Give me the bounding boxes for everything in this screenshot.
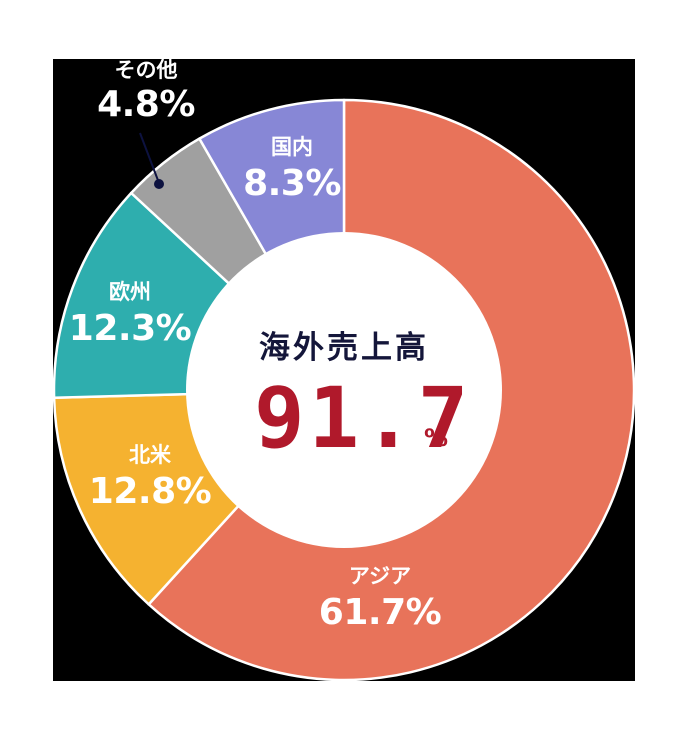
leader-line [139, 132, 160, 184]
label-asia: アジア 61.7% [318, 564, 442, 633]
label-north-america-name: 北米 [129, 443, 171, 467]
label-domestic: 国内 8.3% [243, 137, 341, 202]
label-domestic-pct: 8.3% [243, 163, 341, 204]
donut-hole [186, 232, 502, 548]
label-other-name: その他 [114, 58, 178, 82]
center-unit: % [424, 424, 449, 452]
donut-segments [52, 98, 636, 682]
label-north-america-pct: 12.8% [88, 471, 212, 512]
center-title: 海外売上高 [259, 330, 429, 366]
label-europe-pct: 12.3% [68, 308, 192, 349]
label-domestic-name: 国内 [271, 135, 313, 159]
label-asia-name: アジア [348, 564, 412, 588]
label-other-pct: 4.8% [97, 84, 195, 125]
label-europe-name: 欧州 [109, 280, 151, 304]
label-other: その他 4.8% [97, 60, 195, 123]
label-north-america: 北米 12.8% [88, 443, 212, 512]
leader-dot [154, 179, 164, 189]
center-value: 91.7 [254, 369, 473, 467]
label-europe: 欧州 12.3% [68, 280, 192, 349]
label-asia-pct: 61.7% [318, 592, 442, 633]
